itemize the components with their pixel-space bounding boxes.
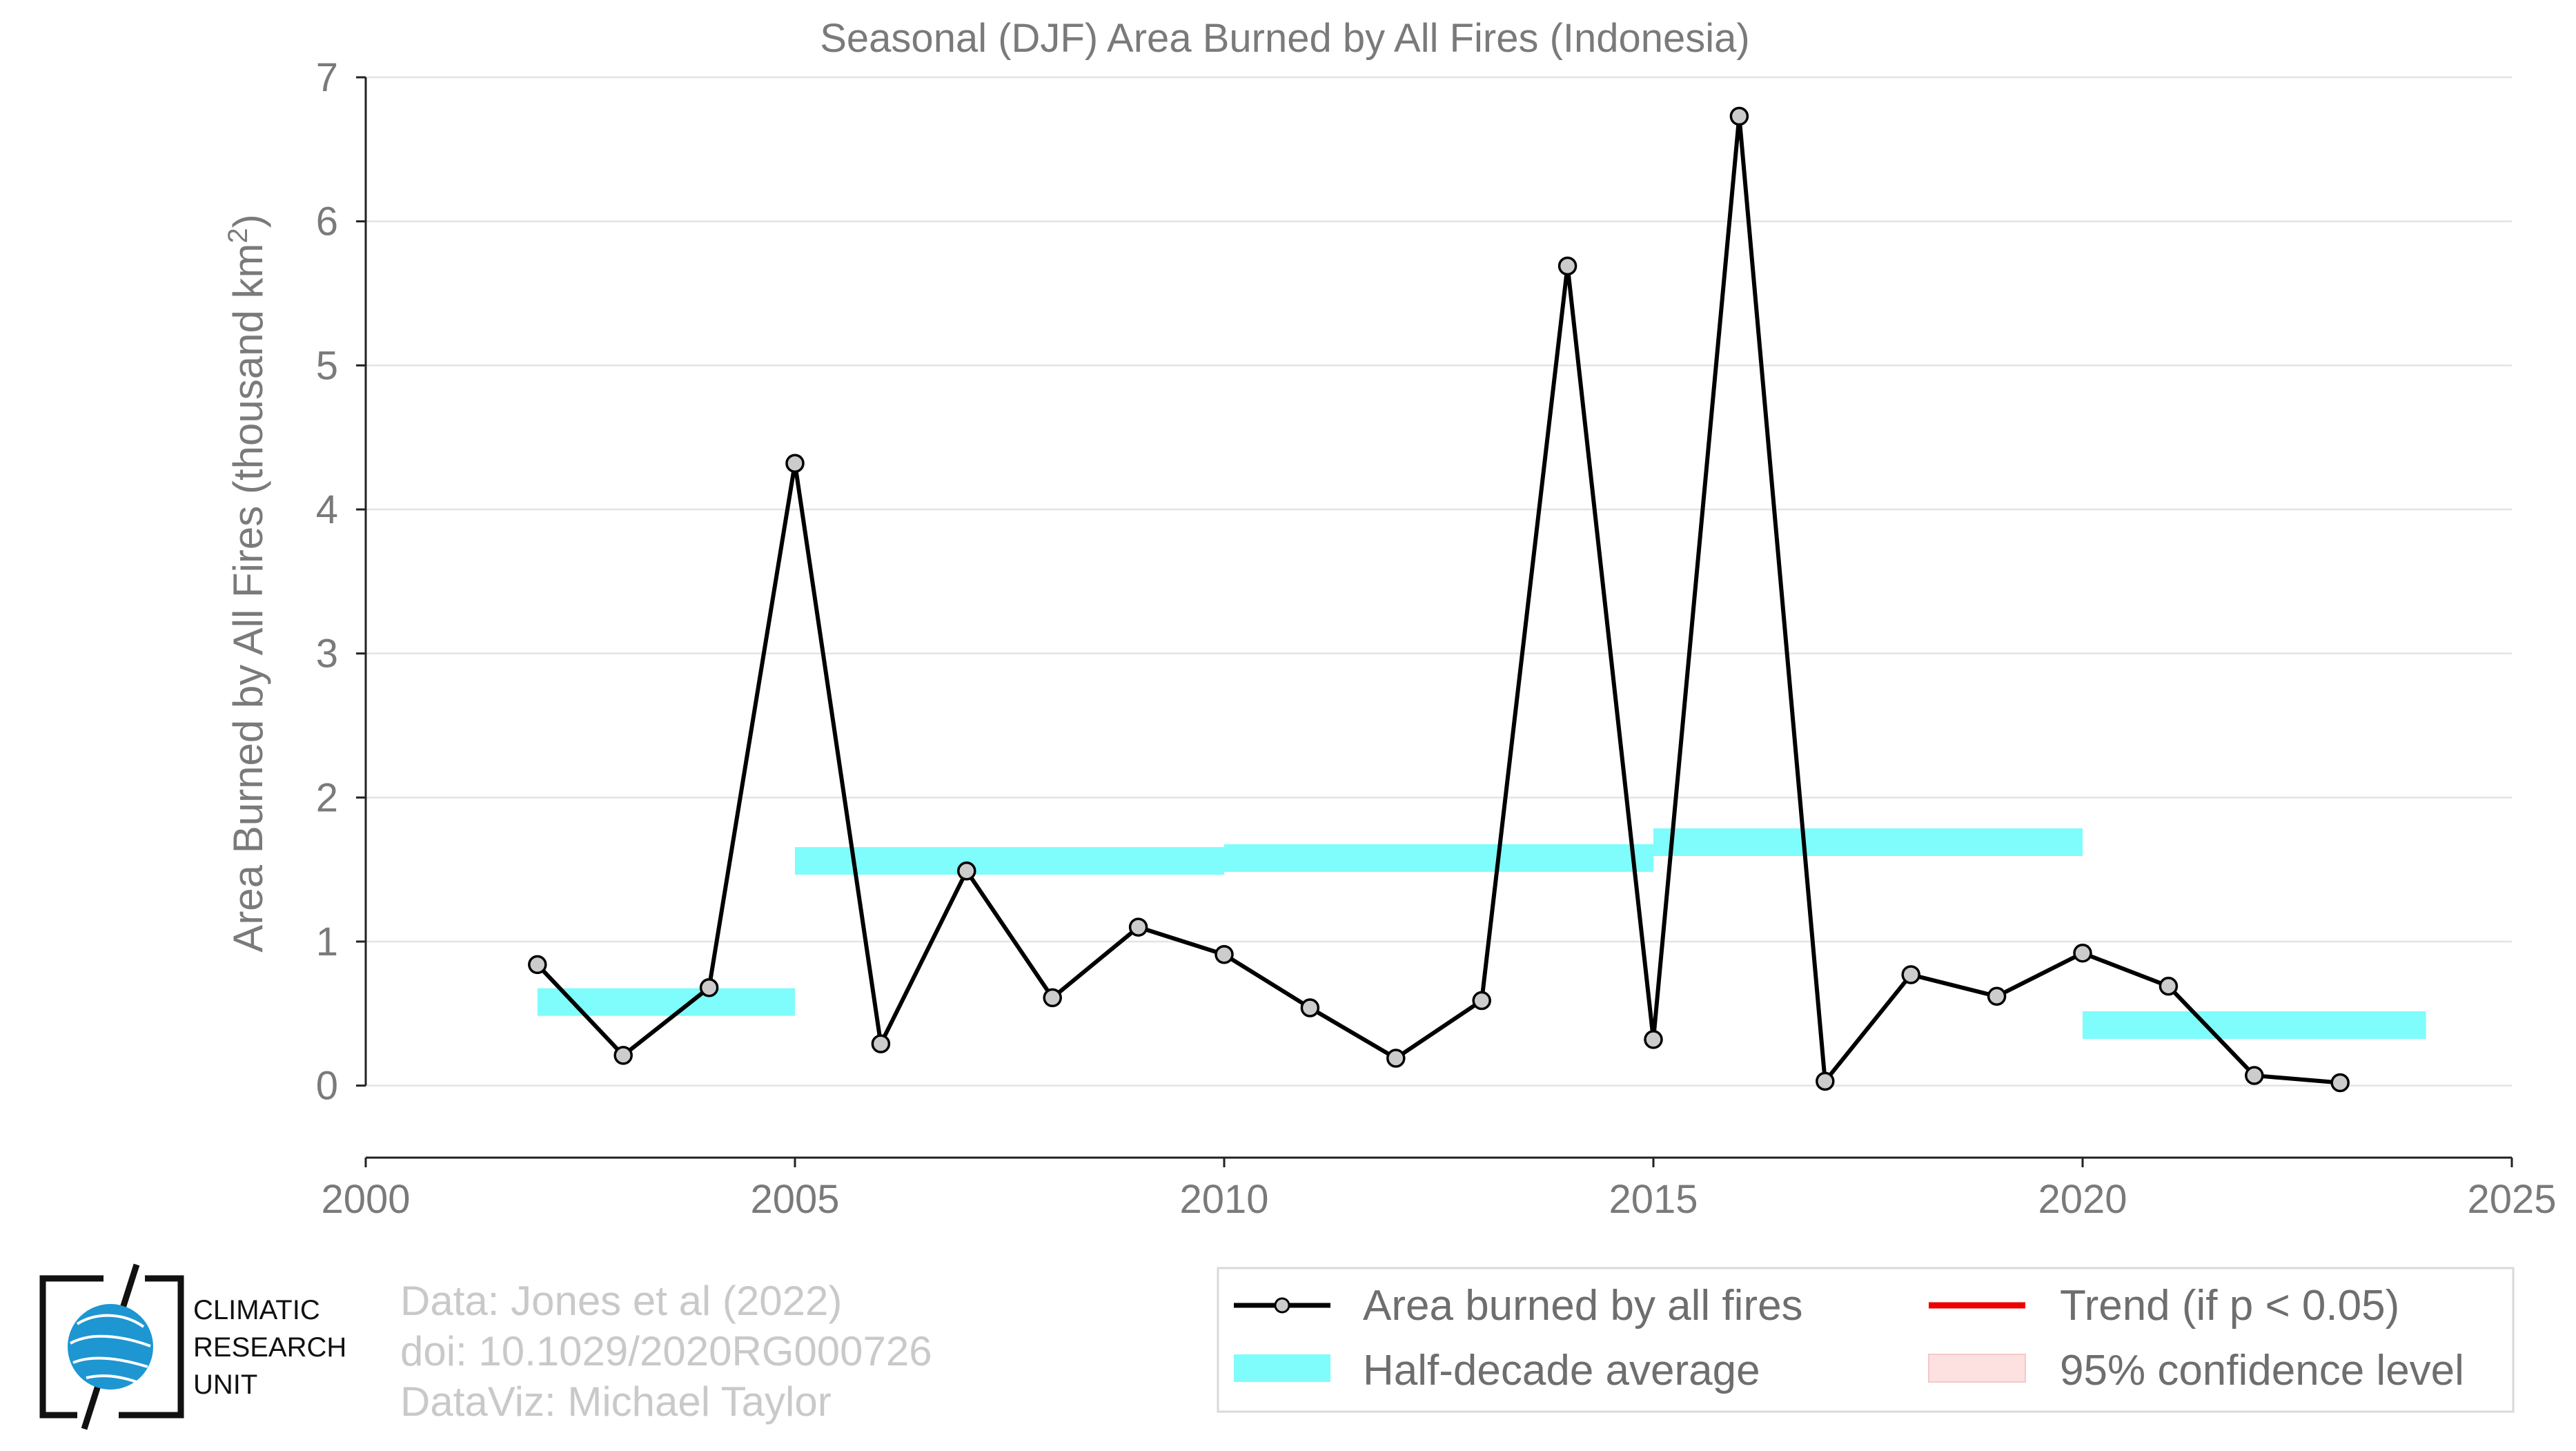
half-decade-bar-0	[537, 988, 795, 1016]
x-tick-label-2005: 2005	[750, 1177, 839, 1222]
globe-icon	[68, 1304, 153, 1390]
legend-label-trend: Trend (if p < 0.05)	[2060, 1282, 2399, 1330]
y-tick-label-2: 2	[316, 775, 338, 820]
half-decade-bar-4	[2083, 1011, 2426, 1040]
logo-bracket-left	[39, 1275, 104, 1419]
globe-swirl-4	[86, 1374, 137, 1383]
y-tick-label-4: 4	[316, 487, 338, 532]
y-tick-label-6: 6	[316, 199, 338, 244]
half-decade-bar-2	[1224, 844, 1653, 872]
legend-entry-trend: Trend (if p < 0.05)	[1929, 1282, 2399, 1330]
credit-doi: doi: 10.1029/2020RG000726	[400, 1328, 932, 1374]
logo-text-line-3: UNIT	[193, 1370, 257, 1400]
y-axis-label-superscript: 2	[223, 228, 253, 243]
legend-entry-half-decade: Half-decade average	[1234, 1347, 1760, 1394]
gridlines	[366, 76, 2512, 1087]
y-axis-label: Area Burned by All Fires (thousand km2)	[223, 214, 271, 952]
legend-half-decade-swatch	[1234, 1354, 1330, 1382]
y-tick-label-5: 5	[316, 343, 338, 388]
half-decade-bar-3	[1653, 828, 2083, 857]
series-line	[535, 114, 2341, 1085]
legend-confidence-swatch	[1928, 1354, 2026, 1383]
y-tick-label-0: 0	[316, 1064, 338, 1109]
legend-entry-confidence: 95% confidence level	[1928, 1347, 2464, 1394]
data-point-2018	[1901, 965, 1920, 984]
x-tick-label-2000: 2000	[321, 1177, 410, 1222]
credits: Data: Jones et al (2022) doi: 10.1029/20…	[400, 1278, 932, 1425]
x-tick-label-2015: 2015	[1609, 1177, 1698, 1222]
data-point-2003	[613, 1046, 633, 1065]
data-point-2019	[1987, 986, 2007, 1006]
data-point-2017	[1816, 1071, 1835, 1091]
data-point-2021	[2159, 976, 2179, 996]
data-point-2011	[1300, 998, 1320, 1017]
series-area-burned	[528, 106, 2350, 1093]
data-point-2012	[1386, 1049, 1406, 1068]
data-point-2007	[957, 861, 976, 881]
data-point-2006	[871, 1034, 891, 1053]
x-tick-label-2025: 2025	[2467, 1177, 2556, 1222]
y-tick-label-7: 7	[316, 55, 338, 100]
x-tick-label-2020: 2020	[2038, 1177, 2127, 1222]
data-point-2004	[699, 978, 719, 997]
cru-logo: CLIMATIC RESEARCH UNIT	[39, 1263, 346, 1430]
legend: Area burned by all fires Half-decade ave…	[1217, 1267, 2515, 1413]
data-point-2002	[528, 955, 547, 975]
half-decade-bar-1	[795, 847, 1224, 875]
data-point-2005	[785, 454, 805, 473]
data-point-2009	[1128, 917, 1148, 937]
legend-marker-swatch	[1274, 1297, 1290, 1314]
data-point-2014	[1557, 256, 1577, 276]
credit-data-source: Data: Jones et al (2022)	[400, 1278, 842, 1324]
globe-swirl-2	[70, 1334, 151, 1347]
logo-text-line-1: CLIMATIC	[193, 1295, 320, 1325]
logo-bracket-right	[119, 1275, 184, 1419]
legend-box	[1217, 1267, 2515, 1413]
credit-dataviz: DataViz: Michael Taylor	[400, 1379, 832, 1425]
y-axis-label-close: )	[225, 214, 271, 228]
globe-swirl-1	[76, 1314, 145, 1328]
data-point-2013	[1472, 991, 1491, 1011]
legend-label-confidence: 95% confidence level	[2060, 1347, 2464, 1394]
axes	[356, 76, 2513, 1167]
data-point-2016	[1729, 106, 1749, 126]
legend-label-half-decade: Half-decade average	[1363, 1347, 1760, 1394]
y-tick-label-3: 3	[316, 632, 338, 676]
logo-text-line-2: RESEARCH	[193, 1332, 346, 1363]
legend-label-area-burned: Area burned by all fires	[1363, 1282, 1803, 1330]
data-point-2008	[1043, 988, 1062, 1008]
data-point-2015	[1644, 1030, 1663, 1049]
y-axis-label-main: Area Burned by All Fires (thousand km	[225, 244, 271, 953]
globe-disc	[68, 1304, 153, 1390]
x-tick-label-2010: 2010	[1179, 1177, 1268, 1222]
globe-swirl-3	[72, 1356, 148, 1368]
half-decade-averages	[537, 828, 2426, 1040]
x-tick-labels: 2000 2005 2010 2015 2020 2025	[321, 1177, 2556, 1222]
data-point-2022	[2245, 1066, 2264, 1085]
chart-title: Seasonal (DJF) Area Burned by All Fires …	[820, 16, 1750, 61]
y-tick-label-1: 1	[316, 919, 338, 964]
data-point-2023	[2330, 1073, 2350, 1093]
legend-entry-area-burned: Area burned by all fires	[1234, 1282, 1803, 1330]
data-point-2020	[2073, 943, 2092, 963]
data-point-2010	[1215, 945, 1234, 964]
y-tick-labels: 0 1 2 3 4 5 6 7	[316, 55, 338, 1109]
